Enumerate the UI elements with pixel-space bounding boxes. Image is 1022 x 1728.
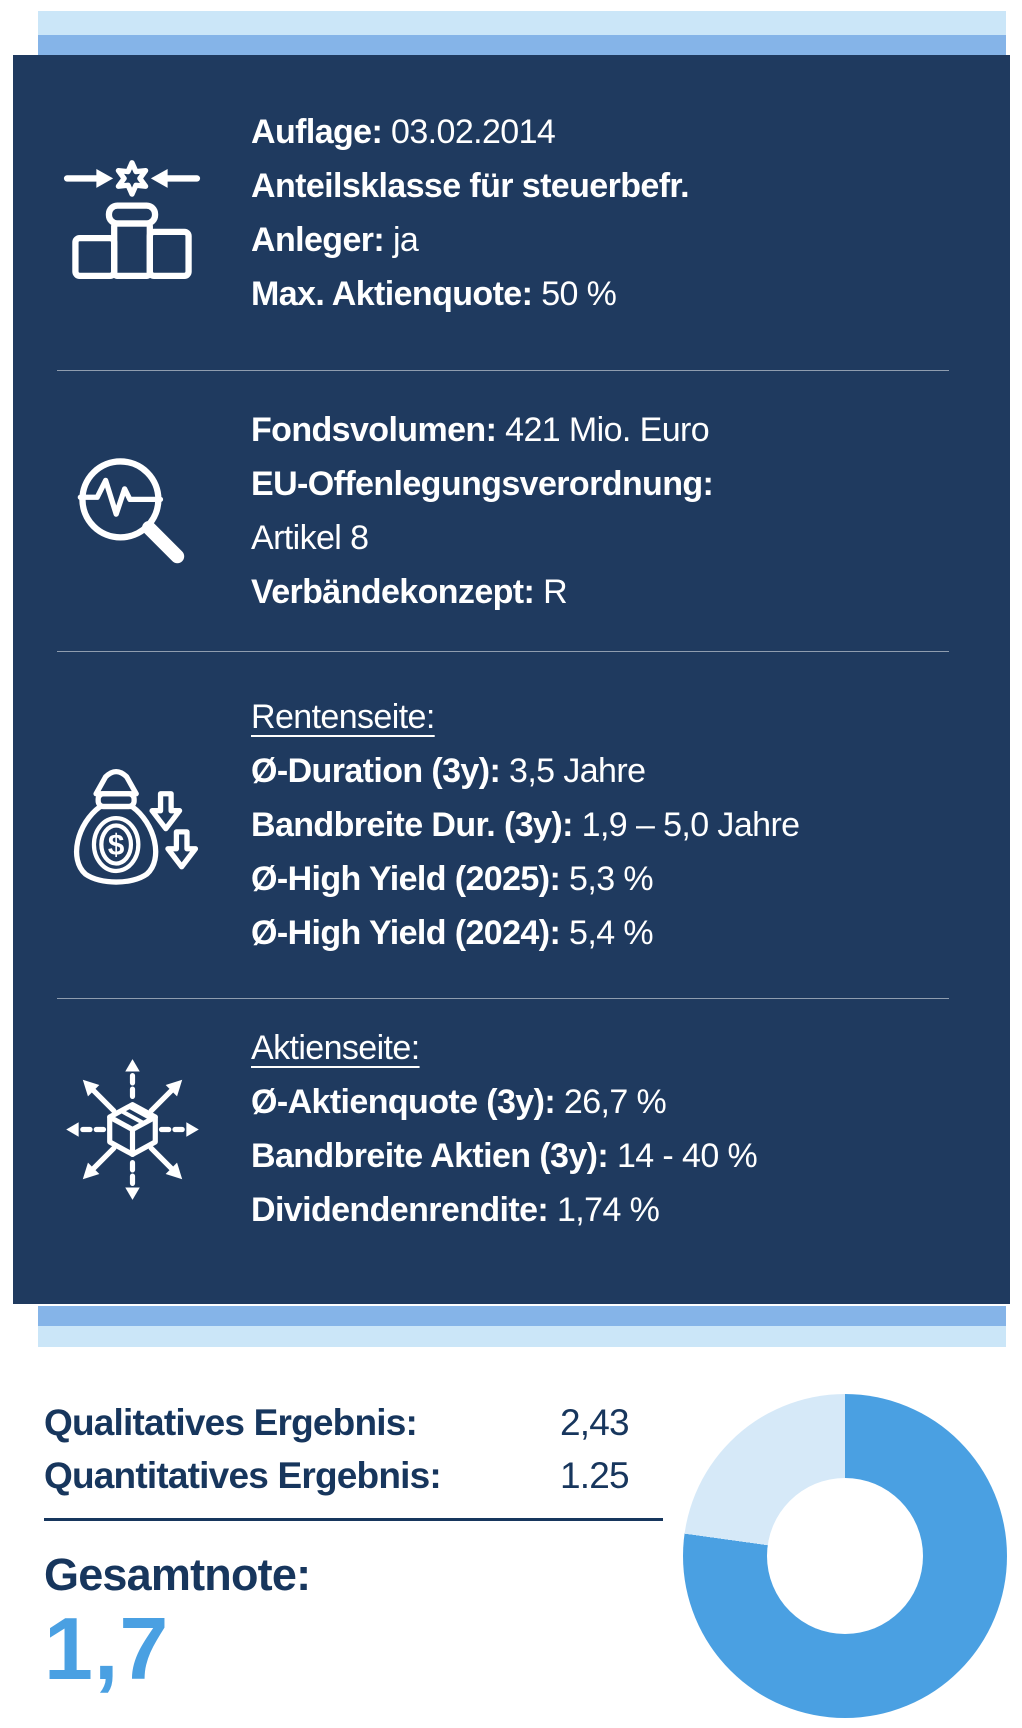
quantitative-result-row: Quantitatives Ergebnis: 1.25: [44, 1449, 630, 1502]
info-line: Anleger: ja: [251, 220, 419, 259]
quantitative-result-label: Quantitatives Ergebnis:: [44, 1455, 442, 1496]
cube-diversification-icon: [65, 1059, 199, 1200]
section-heading: Rentenseite:: [251, 698, 435, 736]
fund-info-panel: Auflage: 03.02.2014 Anteilsklasse für st…: [13, 55, 1010, 1304]
svg-text:$: $: [108, 829, 125, 862]
bottom-light-blue-bar: [38, 1326, 1006, 1347]
results-block: Qualitatives Ergebnis: 2,43 Quantitative…: [44, 1396, 630, 1502]
magnifier-pulse-icon: [77, 458, 185, 564]
info-line: Ø-High Yield (2025): 5,3 %: [251, 860, 654, 898]
info-line: EU-Offenlegungsverordnung:: [251, 465, 714, 503]
info-line: Ø-Aktienquote (3y): 26,7 %: [251, 1083, 667, 1121]
bottom-medium-blue-bar: [38, 1306, 1006, 1326]
total-score-value: 1,7: [44, 1599, 170, 1698]
info-line: Anteilsklasse für steuerbefr.: [251, 166, 690, 205]
score-donut-chart: [683, 1394, 1007, 1718]
info-line: Auflage: 03.02.2014: [251, 112, 556, 151]
money-bag-arrows-icon: $: [74, 768, 199, 885]
section-basics: Auflage: 03.02.2014 Anteilsklasse für st…: [13, 55, 1010, 370]
top-medium-blue-bar: [38, 35, 1006, 55]
info-line: Artikel 8: [251, 519, 369, 557]
section-heading: Aktienseite:: [251, 1029, 420, 1067]
info-line: Ø-High Yield (2024): 5,4 %: [251, 914, 654, 952]
section-divider: [57, 998, 949, 999]
section-divider: [57, 370, 949, 371]
info-line: Dividendenrendite: 1,74 %: [251, 1191, 660, 1229]
section-divider: [57, 651, 949, 652]
section-bonds: $ Rentenseite: Ø-Duration (3y): 3,5 Jahr…: [13, 652, 1010, 998]
section-equity: Aktienseite: Ø-Aktienquote (3y): 26,7 % …: [13, 999, 1010, 1304]
qualitative-result-label: Qualitatives Ergebnis:: [44, 1402, 418, 1443]
info-line: Fondsvolumen: 421 Mio. Euro: [251, 411, 710, 449]
top-light-blue-bar: [38, 11, 1006, 35]
info-line: Bandbreite Dur. (3y): 1,9 – 5,0 Jahre: [251, 806, 800, 844]
total-score-label: Gesamtnote:: [44, 1549, 311, 1600]
results-divider: [44, 1518, 663, 1521]
info-line: Ø-Duration (3y): 3,5 Jahre: [251, 752, 646, 790]
quantitative-result-value: 1.25: [560, 1455, 630, 1496]
section-volume: Fondsvolumen: 421 Mio. Euro EU-Offenlegu…: [13, 371, 1010, 651]
qualitative-result-value: 2,43: [560, 1402, 630, 1443]
info-line: Bandbreite Aktien (3y): 14 - 40 %: [251, 1137, 758, 1175]
qualitative-result-row: Qualitatives Ergebnis: 2,43: [44, 1396, 630, 1449]
info-line: Max. Aktienquote: 50 %: [251, 274, 617, 313]
podium-star-icon: [63, 159, 201, 279]
info-line: Verbändekonzept: R: [251, 573, 568, 611]
